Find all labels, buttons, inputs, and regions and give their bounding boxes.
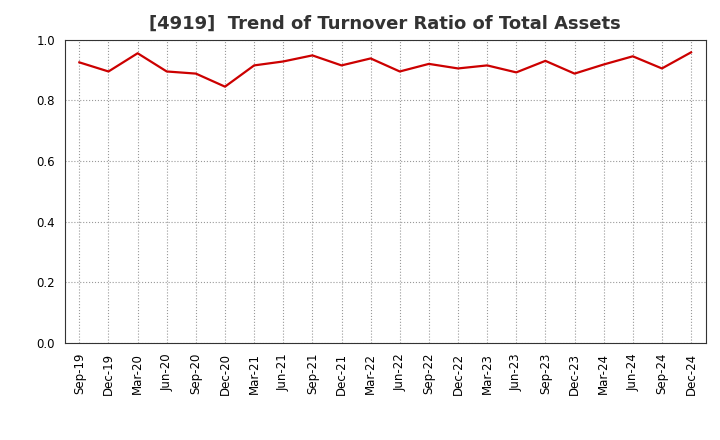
Title: [4919]  Trend of Turnover Ratio of Total Assets: [4919] Trend of Turnover Ratio of Total … — [149, 15, 621, 33]
